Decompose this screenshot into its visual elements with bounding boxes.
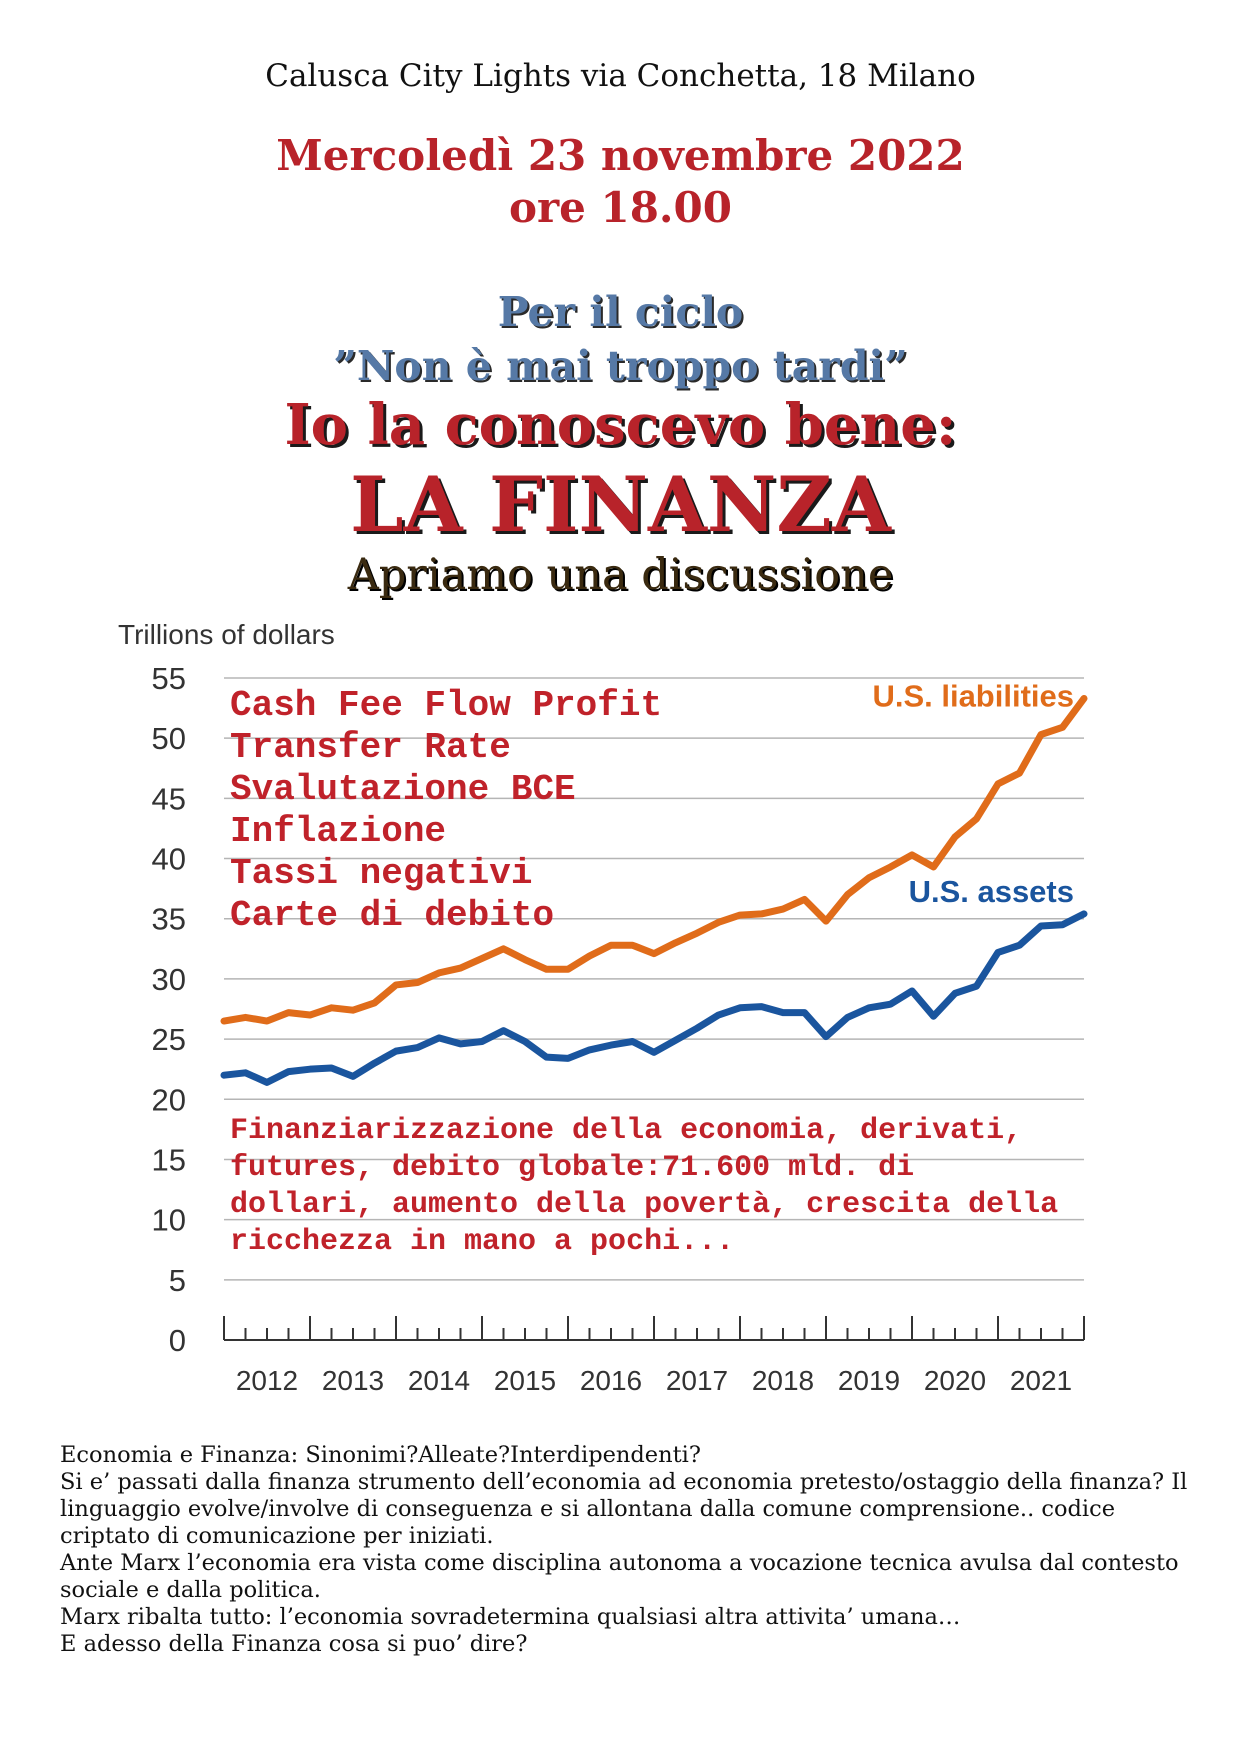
x-tick-label: 2017 bbox=[666, 1365, 728, 1396]
keyword-item: Svalutazione BCE bbox=[230, 769, 576, 810]
event-datetime: Mercoledì 23 novembre 2022 ore 18.00 bbox=[0, 130, 1241, 234]
body-paragraph: E adesso della Finanza cosa si puo’ dire… bbox=[60, 1631, 528, 1657]
y-tick-label: 10 bbox=[152, 1203, 186, 1238]
x-tick-label: 2016 bbox=[580, 1365, 642, 1396]
keyword-item: Carte di debito bbox=[230, 895, 555, 936]
body-paragraph: Ante Marx l’economia era vista come disc… bbox=[60, 1550, 1179, 1603]
x-tick-label: 2013 bbox=[322, 1365, 384, 1396]
event-time: ore 18.00 bbox=[508, 183, 732, 232]
keyword-item: Cash Fee Flow Profit bbox=[230, 685, 663, 726]
keyword-item: Inflazione bbox=[230, 811, 447, 852]
subtitle: Apriamo una discussione bbox=[347, 550, 894, 600]
y-tick-label: 55 bbox=[152, 661, 186, 696]
discussion-text: Economia e Finanza: Sinonimi?Alleate?Int… bbox=[60, 1442, 1190, 1658]
series-line bbox=[220, 910, 1088, 1086]
y-axis-title: Trillions of dollars bbox=[118, 619, 335, 650]
x-tick-label: 2018 bbox=[752, 1365, 814, 1396]
x-tick-label: 2019 bbox=[838, 1365, 900, 1396]
main-title: Io la conoscevo bene: bbox=[284, 392, 957, 458]
debt-line-chart: Trillions of dollars 0 5 10 15 20 25 30 35 40 45 50… bbox=[118, 619, 1088, 1396]
keyword-item: Transfer Rate bbox=[230, 727, 511, 768]
x-tick-label: 2014 bbox=[408, 1365, 470, 1396]
x-tick-label: 2021 bbox=[1010, 1365, 1072, 1396]
y-tick-label: 0 bbox=[169, 1323, 186, 1358]
keyword-item: Tassi negativi bbox=[230, 853, 533, 894]
y-tick-label: 50 bbox=[152, 721, 186, 756]
x-tick-label: 2015 bbox=[494, 1365, 556, 1396]
cycle-name: ”Non è mai troppo tardi” bbox=[333, 342, 908, 390]
series-line bbox=[220, 694, 1088, 1025]
chart-note: Finanziarizzazione della economia, deriv… bbox=[230, 1114, 1059, 1259]
body-paragraph: Economia e Finanza: Sinonimi?Alleate?Int… bbox=[60, 1442, 701, 1468]
series-label: U.S. assets bbox=[909, 874, 1074, 909]
y-tick-label: 15 bbox=[152, 1142, 186, 1177]
series-label: U.S. liabilities bbox=[872, 678, 1074, 713]
x-tick-label: 2012 bbox=[236, 1365, 298, 1396]
venue-address: Calusca City Lights via Conchetta, 18 Mi… bbox=[265, 58, 976, 94]
main-title-emphasis: LA FINANZA bbox=[350, 460, 891, 549]
y-tick-label: 5 bbox=[169, 1263, 186, 1298]
y-tick-label: 40 bbox=[152, 842, 186, 877]
x-tick-label: 2020 bbox=[924, 1365, 986, 1396]
y-tick-label: 25 bbox=[152, 1022, 186, 1057]
y-tick-label: 45 bbox=[152, 781, 186, 816]
keyword-list: Cash Fee Flow Profit Transfer Rate Svalu… bbox=[230, 685, 662, 937]
cycle-label: Per il ciclo bbox=[497, 288, 744, 336]
y-tick-label: 35 bbox=[152, 902, 186, 937]
body-paragraph: Marx ribalta tutto: l’economia sovradete… bbox=[60, 1604, 961, 1630]
y-tick-label: 30 bbox=[152, 962, 186, 997]
body-paragraph: Si e’ passati dalla finanza strumento de… bbox=[60, 1469, 1188, 1549]
event-date: Mercoledì 23 novembre 2022 bbox=[276, 131, 965, 180]
y-tick-label: 20 bbox=[152, 1082, 186, 1117]
